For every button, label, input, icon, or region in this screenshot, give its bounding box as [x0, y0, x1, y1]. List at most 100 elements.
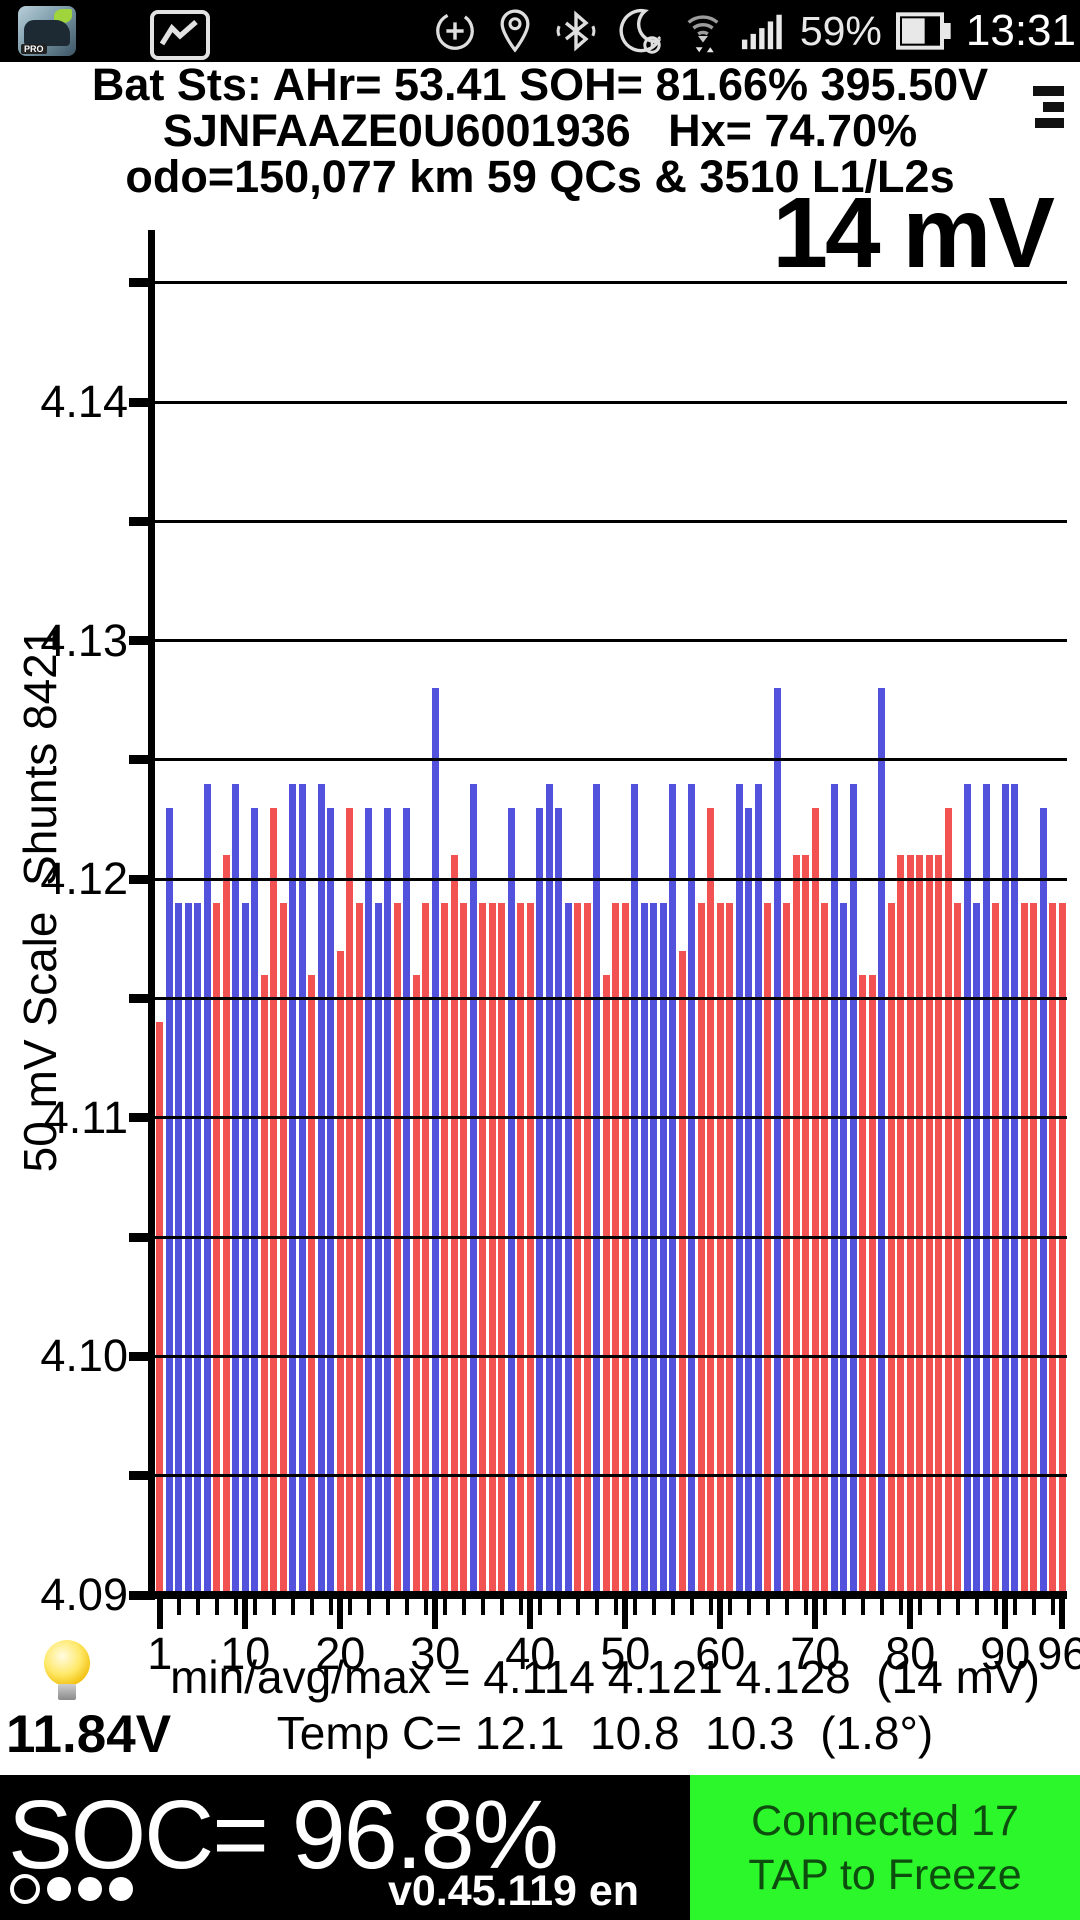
y-axis-tick [129, 874, 155, 884]
data-saver-icon [435, 12, 474, 50]
cell-voltage-bar [916, 855, 924, 1595]
hamburger-menu-button[interactable] [1033, 86, 1064, 128]
y-axis-tick [129, 1351, 155, 1361]
x-axis-minor-tick [499, 1599, 504, 1615]
cell-voltage-bar [403, 807, 411, 1595]
signal-strength-icon [741, 14, 782, 50]
x-axis-minor-tick [670, 1599, 675, 1615]
cell-voltage-bar [802, 855, 810, 1595]
cell-voltage-bar [488, 903, 496, 1595]
bluetooth-icon [556, 10, 596, 52]
header-line1: Bat Sts: AHr= 53.41 SOH= 81.66% 395.50V [91, 59, 989, 110]
x-axis-minor-tick [879, 1599, 884, 1615]
x-axis-minor-tick [613, 1599, 618, 1615]
gids-dots-indicator [10, 1874, 133, 1904]
bulb-glass [44, 1640, 90, 1686]
x-axis-minor-tick [727, 1599, 732, 1615]
x-axis-minor-tick [594, 1599, 599, 1615]
x-axis-minor-tick [575, 1599, 580, 1615]
x-axis-minor-tick [708, 1599, 713, 1615]
cell-voltage-bar [1039, 807, 1047, 1595]
x-axis-minor-tick [841, 1599, 846, 1615]
cell-voltage-bar [840, 903, 848, 1595]
cell-voltage-bar [612, 903, 620, 1595]
cell-voltage-bar [764, 903, 772, 1595]
cell-voltage-bar [783, 903, 791, 1595]
y-axis-tick [129, 397, 155, 407]
y-axis-tick [129, 636, 155, 646]
battery-status-header: Bat Sts: AHr= 53.41 SOH= 81.66% 395.50V … [0, 62, 1080, 202]
leafspy-app-icon: PRO [18, 6, 76, 56]
y-axis-tick [129, 1590, 155, 1600]
dot-open-icon [10, 1874, 40, 1904]
cell-voltage-bar [726, 903, 734, 1595]
x-axis-minor-tick [214, 1599, 219, 1615]
y-axis-tick [129, 994, 155, 1003]
wifi-icon [687, 15, 719, 53]
cell-voltage-bar [954, 903, 962, 1595]
cell-voltage-bar [973, 903, 981, 1595]
dot-filled-icon [47, 1877, 71, 1901]
pack-temperature-text: Temp C= 12.1 10.8 10.3 (1.8°) [276, 1707, 934, 1759]
x-axis-minor-tick [784, 1599, 789, 1615]
connection-status-button[interactable]: Connected 17 TAP to Freeze [690, 1775, 1080, 1920]
voltage-spread-annotation: 14 mV [772, 177, 1055, 289]
clock-text: 13:31 [965, 6, 1076, 55]
x-axis-label: 80 [885, 1628, 936, 1679]
x-axis-minor-tick [366, 1599, 371, 1615]
x-axis-minor-tick [537, 1599, 542, 1615]
gridline [155, 877, 1067, 881]
y-axis-label: 4.10 [40, 1330, 128, 1382]
cell-voltage-bar [194, 903, 202, 1595]
x-axis-minor-tick [195, 1599, 200, 1615]
x-axis-minor-tick [651, 1599, 656, 1615]
gridline [155, 997, 1067, 1000]
headlight-bulb-icon[interactable] [44, 1640, 90, 1712]
gridline [155, 1116, 1067, 1120]
cell-voltage-bar [849, 783, 857, 1595]
x-axis-minor-tick [1050, 1599, 1055, 1615]
cell-voltage-bar [336, 950, 344, 1595]
cell-voltage-bar [859, 974, 867, 1595]
soc-text: SOC= 96.8% [8, 1780, 559, 1889]
connection-status-line1: Connected 17 [751, 1796, 1019, 1845]
cell-voltage-bar [184, 903, 192, 1595]
x-axis-minor-tick [898, 1599, 903, 1615]
cell-voltage-bar [811, 807, 819, 1595]
x-axis-minor-tick [461, 1599, 466, 1615]
cell-voltage-bar [346, 807, 354, 1595]
x-axis-label: 96 [1037, 1628, 1080, 1679]
x-axis-minor-tick [347, 1599, 352, 1615]
cell-voltage-bar [593, 783, 601, 1595]
cell-voltage-bar [156, 1022, 164, 1595]
menu-bar [1033, 86, 1064, 96]
cell-voltage-bar [365, 807, 373, 1595]
cell-voltage-bar [906, 855, 914, 1595]
cell-voltage-bar [469, 783, 477, 1595]
x-axis-minor-tick [632, 1599, 637, 1615]
aux-battery-voltage: 11.84V [6, 1705, 172, 1764]
x-axis-label: 1 [147, 1628, 173, 1679]
cell-voltage-bar [555, 807, 563, 1595]
cell-voltage-bar [251, 807, 259, 1595]
x-axis-minor-tick [955, 1599, 960, 1615]
cell-voltage-bar [830, 783, 838, 1595]
cell-voltage-bar [745, 807, 753, 1595]
x-axis-minor-tick [556, 1599, 561, 1615]
gridline [155, 1474, 1067, 1478]
cell-voltage-bar [412, 974, 420, 1595]
location-icon [500, 9, 530, 53]
android-status-bar: PRO [0, 0, 1080, 62]
cell-voltage-bar [716, 903, 724, 1595]
battery-icon [895, 12, 951, 50]
x-axis-minor-tick [271, 1599, 276, 1615]
cell-voltage-bar [678, 950, 686, 1595]
x-axis-minor-tick [176, 1599, 181, 1615]
x-axis-label: 40 [505, 1628, 556, 1679]
x-axis-label: 20 [315, 1628, 366, 1679]
y-axis-label: 4.13 [40, 614, 128, 666]
cell-voltage-bar [460, 903, 468, 1595]
cell-voltage-bar [602, 974, 610, 1595]
